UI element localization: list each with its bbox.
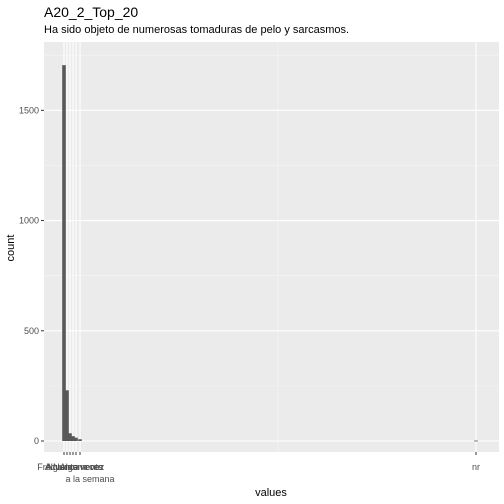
y-tick-label: 1000 bbox=[19, 216, 39, 226]
plot-panel bbox=[44, 42, 499, 452]
x-tick-label: Alguna vez bbox=[60, 462, 105, 472]
bar bbox=[68, 433, 72, 441]
bar bbox=[65, 390, 69, 441]
x-tick-label: A bbox=[46, 462, 52, 472]
x-tick-label: a la semana bbox=[65, 474, 114, 484]
bar bbox=[78, 439, 82, 441]
x-tick-label: nr bbox=[472, 462, 480, 472]
y-axis: 0 500 1000 1500 bbox=[19, 105, 44, 446]
bars bbox=[62, 65, 478, 442]
chart-title: A20_2_Top_20 bbox=[44, 4, 139, 20]
x-tick-label: Algunas veces bbox=[45, 462, 104, 472]
chart-subtitle: Ha sido objeto de numerosas tomaduras de… bbox=[44, 24, 350, 36]
y-axis-title: count bbox=[5, 235, 17, 262]
x-axis-title: values bbox=[255, 487, 287, 499]
bar bbox=[474, 440, 478, 442]
bar bbox=[62, 65, 66, 441]
y-tick-label: 1500 bbox=[19, 105, 39, 115]
y-tick-label: 500 bbox=[24, 326, 39, 336]
bar bbox=[71, 436, 75, 441]
minor-gridlines bbox=[44, 42, 499, 452]
bar bbox=[74, 437, 78, 441]
x-tick-label: Nunca bbox=[53, 462, 79, 472]
x-tick-label: Frecuentemente bbox=[37, 462, 103, 472]
y-tick-label: 0 bbox=[34, 436, 39, 446]
